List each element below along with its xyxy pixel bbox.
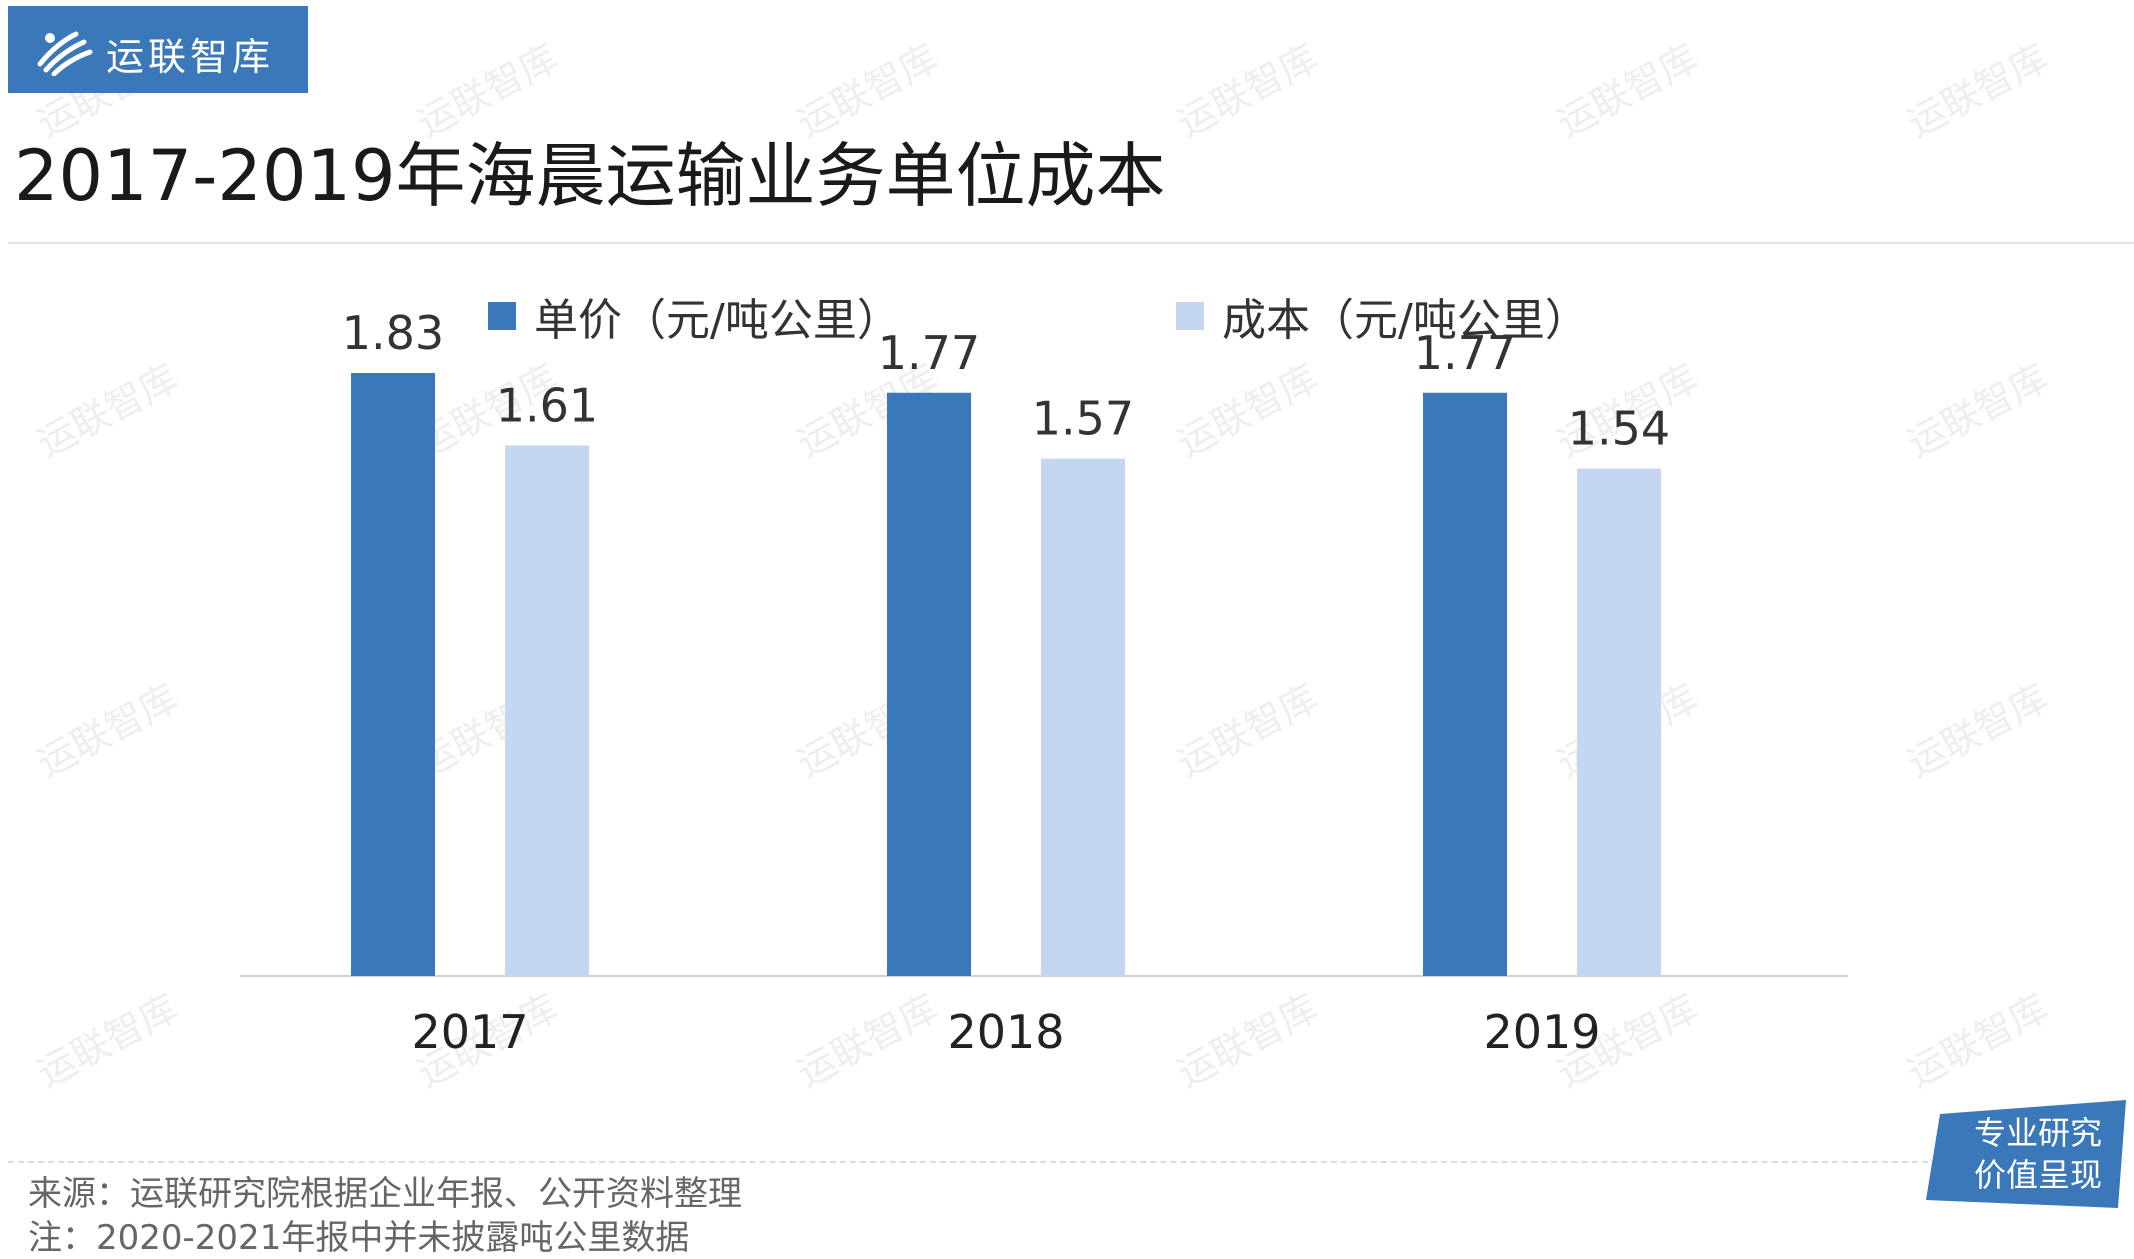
x-tick-label-2019: 2019: [1483, 1005, 1600, 1059]
legend-swatch-price: [488, 302, 516, 330]
bar-price-2017: [351, 373, 435, 976]
bar-cost-2018: [1041, 458, 1125, 976]
bar-chart: 1.83 1.61 2017 1.77 1.57 2018 1.77 1.54 2019: [240, 306, 1848, 1059]
bar-price-2018: [887, 392, 971, 976]
note-text: 注：2020-2021年报中并未披露吨公里数据: [28, 1218, 690, 1258]
legend-swatch-cost: [1176, 302, 1204, 330]
brand-name: 运联智库: [106, 35, 275, 79]
badge-line-2: 价值呈现: [1973, 1156, 2102, 1194]
legend-label-price: 单价（元/吨公里）: [534, 295, 901, 346]
data-label-cost-2018: 1.57: [1032, 392, 1134, 446]
legend-item-cost: 成本（元/吨公里）: [1176, 284, 1589, 348]
bar-cost-2017: [505, 445, 589, 976]
bar-price-2019: [1423, 392, 1507, 976]
legend-label-cost: 成本（元/吨公里）: [1222, 295, 1589, 346]
data-label-price-2018: 1.77: [878, 326, 980, 380]
badge-label: 专业研究 价值呈现: [1958, 1112, 2118, 1196]
footer-divider: [8, 1161, 1928, 1163]
chart-legend: 单价（元/吨公里） 成本（元/吨公里）: [0, 284, 2134, 346]
brand-swirl-icon: [37, 31, 93, 76]
title-divider: [8, 242, 2134, 244]
watermark-text: 运联智库: [1900, 35, 2056, 146]
data-label-price-2019: 1.77: [1414, 326, 1516, 380]
page-title: 2017-2019年海晨运输业务单位成本: [14, 135, 1166, 217]
brand-logo: 运联智库: [8, 6, 308, 93]
data-label-cost-2017: 1.61: [496, 378, 598, 432]
watermark-text: 运联智库: [1170, 35, 1326, 146]
x-tick-label-2017: 2017: [411, 1005, 528, 1059]
badge-shape: [1926, 1100, 2126, 1208]
bar-cost-2019: [1577, 468, 1661, 976]
watermark-text: 运联智库: [1550, 35, 1706, 146]
badge-line-1: 专业研究: [1973, 1114, 2102, 1152]
x-tick-label-2018: 2018: [947, 1005, 1064, 1059]
source-text: 来源：运联研究院根据企业年报、公开资料整理: [28, 1174, 742, 1214]
data-label-cost-2019: 1.54: [1568, 402, 1670, 456]
data-label-price-2017: 1.83: [342, 306, 444, 360]
legend-item-price: 单价（元/吨公里）: [488, 284, 901, 348]
